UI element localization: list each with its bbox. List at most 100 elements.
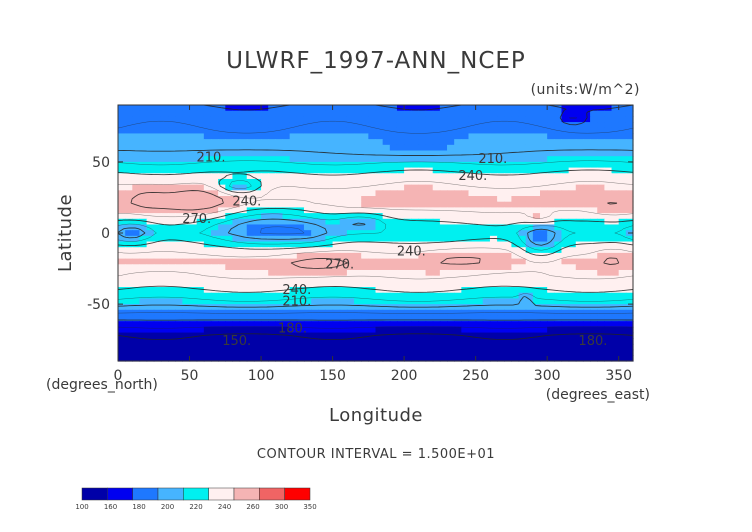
heatmap-cell [318, 298, 327, 305]
heatmap-cell [511, 321, 520, 328]
heatmap-cell [547, 332, 555, 339]
heatmap-cell [561, 252, 570, 260]
heatmap-cell [210, 201, 219, 208]
heatmap-cell [461, 190, 470, 197]
heatmap-cell [361, 173, 369, 180]
heatmap-cell [246, 196, 255, 203]
heatmap-cell [568, 122, 577, 129]
heatmap-cell [196, 275, 205, 282]
heatmap-cell [354, 230, 362, 237]
heatmap-cell [318, 156, 327, 163]
heatmap-cell [618, 150, 627, 157]
heatmap-cell [339, 343, 348, 351]
heatmap-cell [153, 355, 162, 362]
heatmap-cell [540, 110, 548, 117]
heatmap-cell [432, 201, 441, 208]
heatmap-cell [575, 235, 584, 243]
heatmap-cell [296, 196, 305, 203]
heatmap-cell [139, 298, 148, 305]
heatmap-cell [425, 178, 434, 186]
heatmap-cell [411, 258, 420, 265]
heatmap-cell [396, 127, 405, 135]
heatmap-cell [325, 292, 334, 300]
heatmap-cell [561, 161, 570, 169]
heatmap-cell [554, 133, 563, 140]
heatmap-cell [411, 241, 420, 248]
heatmap-cell [189, 213, 198, 220]
heatmap-cell [425, 122, 434, 129]
heatmap-cell [268, 275, 276, 282]
heatmap-cell [389, 326, 398, 334]
heatmap-cell [160, 127, 169, 135]
heatmap-cell [318, 321, 327, 328]
heatmap-cell [411, 218, 420, 226]
heatmap-cell [153, 287, 162, 294]
heatmap-cell [497, 196, 505, 203]
heatmap-cell [196, 116, 205, 123]
heatmap-cell [368, 275, 377, 282]
heatmap-cell [160, 326, 169, 334]
heatmap-cell [282, 241, 291, 248]
heatmap-cell [547, 292, 555, 300]
heatmap-cell [625, 139, 634, 146]
heatmap-cell [168, 298, 176, 305]
heatmap-cell [454, 275, 462, 282]
heatmap-cell [582, 122, 591, 129]
heatmap-cell [218, 292, 226, 300]
heatmap-cell [575, 173, 584, 180]
heatmap-cell [203, 230, 212, 237]
heatmap-cell [518, 321, 527, 328]
heatmap-cell [354, 252, 362, 260]
heatmap-cell [118, 326, 126, 334]
heatmap-cell [425, 207, 434, 214]
heatmap-cell [210, 122, 219, 129]
heatmap-cell [311, 139, 319, 146]
heatmap-cell [625, 298, 634, 305]
heatmap-cell [389, 235, 398, 243]
heatmap-cell [532, 139, 541, 146]
heatmap-cell [404, 338, 412, 345]
heatmap-cell [210, 139, 219, 146]
heatmap-cell [389, 144, 398, 152]
heatmap-cell [325, 150, 334, 157]
heatmap-cell [368, 252, 377, 260]
heatmap-cell [225, 110, 234, 117]
heatmap-cell [318, 235, 327, 243]
heatmap-cell [547, 133, 555, 140]
heatmap-cell [425, 127, 434, 135]
heatmap-cell [339, 122, 348, 129]
heatmap-cell [182, 252, 191, 260]
heatmap-cell [132, 213, 141, 220]
heatmap-cell [168, 349, 176, 356]
heatmap-cell [489, 343, 498, 351]
heatmap-cell [489, 127, 498, 135]
heatmap-cell [561, 349, 570, 356]
heatmap-cell [425, 213, 434, 220]
heatmap-cell [554, 218, 563, 226]
heatmap-cell [225, 167, 234, 174]
heatmap-cell [382, 309, 391, 317]
heatmap-cell [504, 207, 512, 214]
heatmap-cell [368, 264, 377, 271]
heatmap-cell [225, 241, 234, 248]
heatmap-cell [475, 133, 484, 140]
heatmap-cell [389, 207, 398, 214]
heatmap-cell [504, 122, 512, 129]
heatmap-cell [196, 235, 205, 243]
heatmap-cell [354, 224, 362, 231]
heatmap-cell [332, 127, 341, 135]
heatmap-cell [318, 264, 327, 271]
heatmap-cell [246, 184, 255, 191]
heatmap-cell [332, 144, 341, 152]
heatmap-cell [454, 167, 462, 174]
heatmap-cell [389, 218, 398, 226]
heatmap-cell [447, 258, 455, 265]
heatmap-cell [346, 241, 355, 248]
heatmap-cell [561, 355, 570, 362]
heatmap-cell [232, 110, 241, 117]
heatmap-cell [175, 281, 183, 288]
heatmap-cell [146, 315, 155, 322]
heatmap-cell [511, 156, 520, 163]
heatmap-cell [210, 287, 219, 294]
heatmap-cell [454, 343, 462, 351]
